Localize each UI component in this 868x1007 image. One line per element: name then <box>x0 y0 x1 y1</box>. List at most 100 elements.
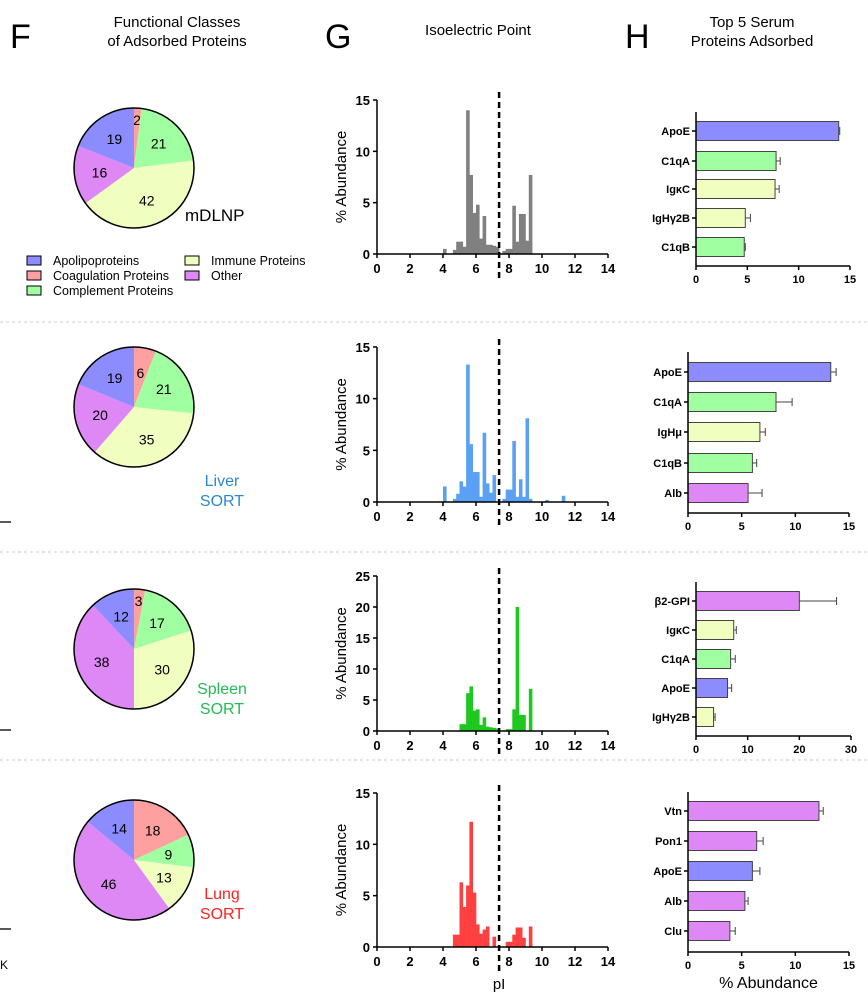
x-tick-label: 10 <box>535 954 549 969</box>
x-tick-label: 6 <box>472 738 479 753</box>
bar-comp <box>695 649 732 669</box>
histogram-bar <box>472 892 477 947</box>
pie-slice-label: 3 <box>135 593 143 609</box>
pie-slice-apo <box>78 347 134 407</box>
y-tick-label: 10 <box>356 144 370 159</box>
x-tick-label: 6 <box>472 261 479 276</box>
pie-slice-comp <box>134 351 194 414</box>
pie-slice-label: 42 <box>139 192 155 208</box>
y-tick-label: 15 <box>356 786 370 801</box>
histogram-bar <box>469 686 473 731</box>
pie-slice-coag <box>134 347 156 407</box>
histogram-bar <box>472 472 477 502</box>
pie-slice-label: 17 <box>149 615 165 631</box>
histogram-bar <box>482 929 487 947</box>
pie-slice-coag <box>134 589 146 649</box>
x-tick-label: 5 <box>739 521 745 533</box>
protein-label: IgHμ <box>658 427 682 439</box>
x-tick-label: 12 <box>568 738 582 753</box>
histogram-bar <box>502 250 506 254</box>
bar-comp <box>695 237 745 257</box>
formulation-label-line2: SORT <box>200 493 244 510</box>
pie-slice-comp <box>134 834 195 868</box>
x-tick-label: 2 <box>406 954 413 969</box>
formulation-label-line1: Liver <box>205 473 240 490</box>
histogram-bar <box>525 418 530 502</box>
pie-slice-label: 6 <box>137 365 145 381</box>
bar-comp <box>687 453 753 473</box>
histogram-bar <box>462 724 467 731</box>
x-tick-label: 2 <box>406 509 413 524</box>
histogram-bar <box>528 498 533 502</box>
x-tick-label: 10 <box>535 261 549 276</box>
legend-label: Immune Proteins <box>211 254 305 268</box>
histogram-bar <box>479 238 483 254</box>
top5-bar-chart: Vtn Pon1 ApoE Alb Clu 0 5 10 15 % Abundance <box>653 792 855 992</box>
legend-swatch <box>26 255 42 266</box>
protein-label: IgHγ2B <box>652 712 690 724</box>
histogram-bar <box>443 486 447 502</box>
bar-other <box>687 891 746 911</box>
histogram-bar <box>495 728 500 731</box>
histogram-bar <box>466 693 470 731</box>
histogram-bar <box>515 927 520 947</box>
x-tick-label: 0 <box>373 738 380 753</box>
histogram-bar <box>466 110 470 255</box>
histogram-bar <box>462 246 467 254</box>
x-tick-label: 10 <box>535 509 549 524</box>
pie-slice-label: 38 <box>94 654 110 670</box>
pi-histogram: 0 5 10 15 0 2 4 6 8 10 12 14 % Abundance pI <box>333 785 616 993</box>
pie-slice-label: 46 <box>101 876 117 892</box>
bar-other <box>687 801 820 821</box>
histogram-bar <box>492 727 497 731</box>
histogram-bar <box>525 240 530 254</box>
pie-slice-label: 19 <box>107 370 123 386</box>
pie-slice-apo <box>92 589 134 649</box>
histogram-bar <box>476 709 480 731</box>
x-tick-label: 14 <box>601 738 616 753</box>
histogram-bar <box>512 441 516 502</box>
histogram-bar <box>459 882 464 947</box>
x-tick-label: 12 <box>568 954 582 969</box>
pie-slice-label: 18 <box>145 823 161 839</box>
x-tick-label: 0 <box>693 744 699 756</box>
legend-swatch <box>26 285 42 296</box>
y-tick-label: 15 <box>356 631 370 646</box>
histogram-bar <box>528 688 533 731</box>
x-tick-label: 12 <box>568 509 582 524</box>
pie-slice-label: 9 <box>164 847 172 863</box>
protein-label: IgHγ2B <box>652 213 690 225</box>
y-axis-label: % Abundance <box>333 378 350 471</box>
y-tick-label: 10 <box>356 837 370 852</box>
bar-comp <box>687 392 777 412</box>
bar-imm <box>687 422 761 442</box>
x-tick-label: 8 <box>505 261 512 276</box>
bar-apo <box>687 861 753 881</box>
histogram-bar <box>509 941 513 947</box>
pie-slice-label: 16 <box>92 164 108 180</box>
x-tick-label: 0 <box>373 261 380 276</box>
histogram-bar <box>545 499 549 502</box>
pie-slice-label: 21 <box>151 135 167 151</box>
formulation-label: mDLNP <box>185 206 245 225</box>
x-tick-label: 14 <box>601 954 616 969</box>
histogram-bar <box>456 493 460 502</box>
x-tick-label: 10 <box>742 744 754 756</box>
histogram-bar <box>485 726 490 731</box>
y-tick-label: 5 <box>363 443 370 458</box>
edge-text-fragment: K <box>0 958 8 972</box>
pie-slice-label: 30 <box>154 661 170 677</box>
pie-slice-apo <box>78 108 134 168</box>
pie-slice-label: 12 <box>113 609 129 625</box>
y-tick-label: 20 <box>356 600 370 615</box>
x-tick-label: 8 <box>505 509 512 524</box>
pie-slice-imm <box>85 160 195 229</box>
protein-label: C1qA <box>653 397 682 409</box>
histogram-bar <box>492 475 497 502</box>
bar-apo <box>695 121 840 141</box>
histogram-bar <box>518 714 523 731</box>
bar-other <box>687 831 758 851</box>
protein-label: C1qB <box>661 242 690 254</box>
